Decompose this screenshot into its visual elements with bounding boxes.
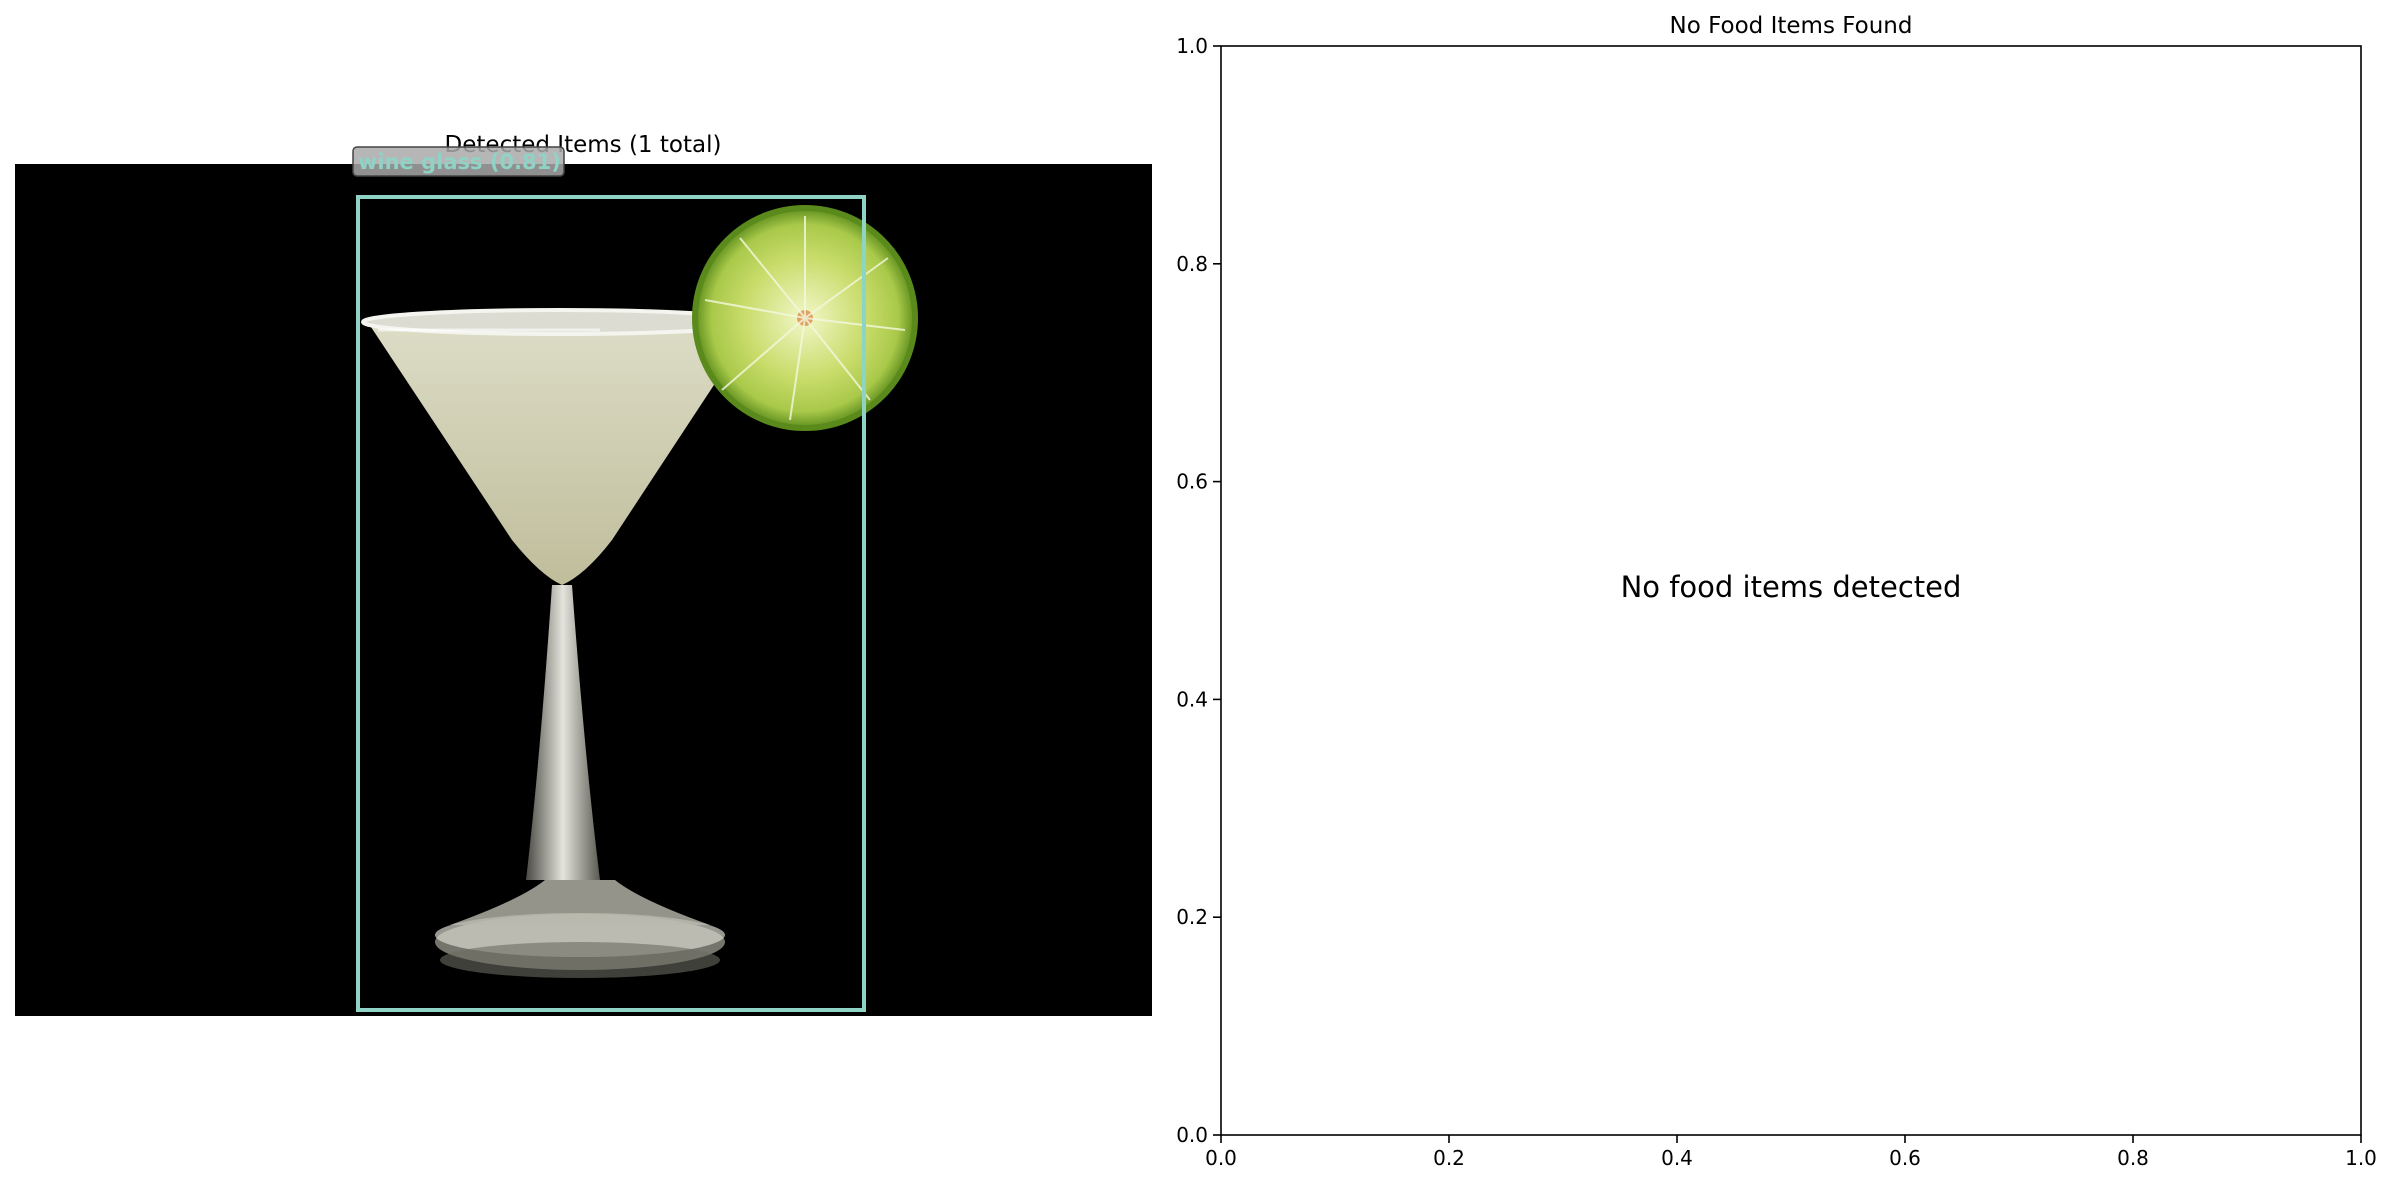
x-axis: 0.0 0.2 0.4 0.6 0.8 1.0 [1205, 1135, 2377, 1170]
x-tick-label: 0.0 [1205, 1146, 1237, 1170]
food-panel-title: No Food Items Found [1670, 13, 1913, 39]
y-tick-label: 0.4 [1176, 687, 1208, 711]
y-tick-label: 1.0 [1176, 34, 1208, 58]
no-food-message: No food items detected [1621, 570, 1962, 604]
food-panel: No Food Items Found 0.0 0.2 0.4 0.6 0.8 1.0 0… [1176, 13, 2377, 1170]
y-tick-label: 0.0 [1176, 1123, 1208, 1147]
x-tick-label: 1.0 [2345, 1146, 2377, 1170]
plot-area [1220, 45, 2362, 1136]
detection-bounding-box [356, 195, 866, 1012]
y-tick-label: 0.6 [1176, 470, 1208, 494]
x-tick-label: 0.8 [2117, 1146, 2149, 1170]
x-tick-label: 0.2 [1433, 1146, 1465, 1170]
y-tick-label: 0.2 [1176, 905, 1208, 929]
x-tick-label: 0.6 [1889, 1146, 1921, 1170]
detection-label: wine glass (0.81) [358, 150, 561, 174]
x-tick-label: 0.4 [1661, 1146, 1693, 1170]
detection-label-box [352, 146, 565, 177]
y-tick-label: 0.8 [1176, 252, 1208, 276]
detection-panel: Detected Items (1 total) [15, 132, 1152, 1016]
y-axis: 0.0 0.2 0.4 0.6 0.8 1.0 [1176, 34, 1221, 1147]
cocktail-photo [15, 164, 1152, 1016]
